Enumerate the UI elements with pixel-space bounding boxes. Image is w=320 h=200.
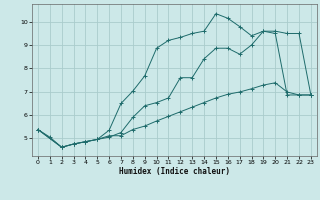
X-axis label: Humidex (Indice chaleur): Humidex (Indice chaleur): [119, 167, 230, 176]
